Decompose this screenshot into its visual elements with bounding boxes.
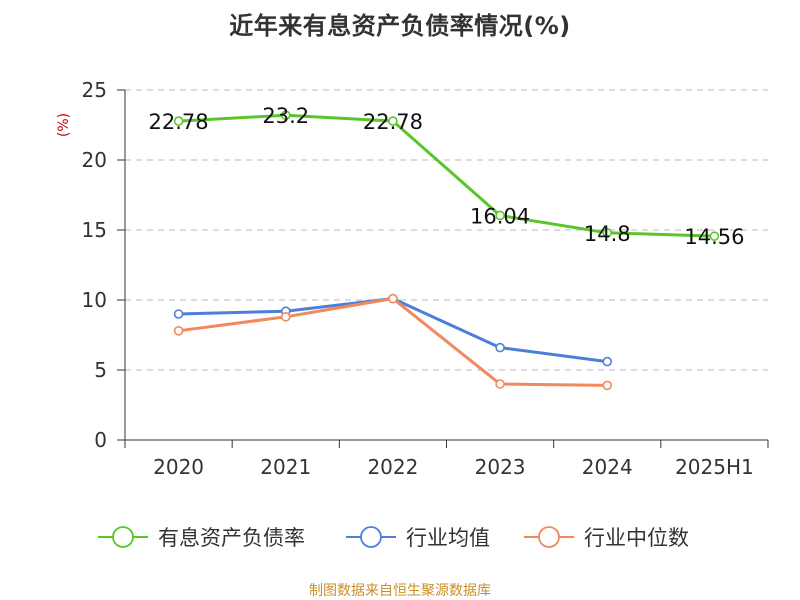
- x-tick-label: 2025H1: [675, 455, 754, 479]
- legend: 有息资产负债率 行业均值 行业中位数: [98, 526, 689, 550]
- data-label: 22.78: [149, 110, 209, 134]
- data-label: 22.78: [363, 110, 423, 134]
- y-tick-label: 0: [94, 428, 107, 452]
- chart-title: 近年来有息资产负债率情况(%): [229, 12, 571, 40]
- data-point: [280, 311, 291, 322]
- data-point: [602, 380, 613, 391]
- series-line-2: [178, 297, 608, 364]
- data-label: 14.56: [684, 225, 744, 249]
- data-point: [280, 110, 291, 120]
- data-point: [173, 116, 184, 126]
- y-tick-label: 20: [82, 148, 107, 172]
- data-point: [173, 309, 184, 319]
- data-labels: 22.78 23.2 22.78 16.04 14.8 14.56: [149, 104, 745, 249]
- source-note: 制图数据来自恒生聚源数据库: [309, 583, 491, 599]
- data-label: 23.2: [262, 104, 309, 128]
- data-point: [602, 356, 613, 367]
- data-point: [495, 379, 505, 389]
- legend-label: 有息资产负债率: [158, 526, 305, 550]
- data-point: [495, 342, 505, 353]
- legend-marker: [360, 526, 382, 548]
- y-tick-label: 10: [82, 288, 107, 312]
- x-tick-label: 2023: [475, 455, 526, 479]
- series-line-1: [178, 113, 715, 238]
- data-point: [388, 116, 398, 126]
- y-unit-label: (%): [56, 113, 72, 137]
- grid-lines: [125, 89, 768, 371]
- data-label: 16.04: [470, 204, 530, 228]
- data-label: 14.8: [584, 222, 631, 246]
- data-point: [602, 228, 613, 238]
- legend-marker: [538, 526, 560, 548]
- x-tick-label: 2024: [582, 455, 633, 479]
- data-point: [388, 293, 398, 304]
- x-tick-label: 2021: [260, 455, 311, 479]
- y-tick-label: 15: [82, 218, 107, 242]
- data-point: [709, 231, 720, 241]
- y-tick-label: 25: [82, 78, 107, 102]
- legend-label: 行业均值: [406, 526, 490, 550]
- x-tick-label: 2022: [367, 455, 418, 479]
- y-tick-label: 5: [94, 358, 107, 382]
- series-lines: [173, 110, 720, 391]
- axes: 0 5 10 15 20 25 2020 2021 2022 2023 2024 2025H1 (%): [56, 78, 769, 479]
- x-tick-label: 2020: [153, 455, 204, 479]
- data-point: [173, 325, 184, 336]
- data-point: [495, 210, 505, 221]
- legend-label: 行业中位数: [584, 526, 689, 550]
- legend-marker: [112, 526, 134, 548]
